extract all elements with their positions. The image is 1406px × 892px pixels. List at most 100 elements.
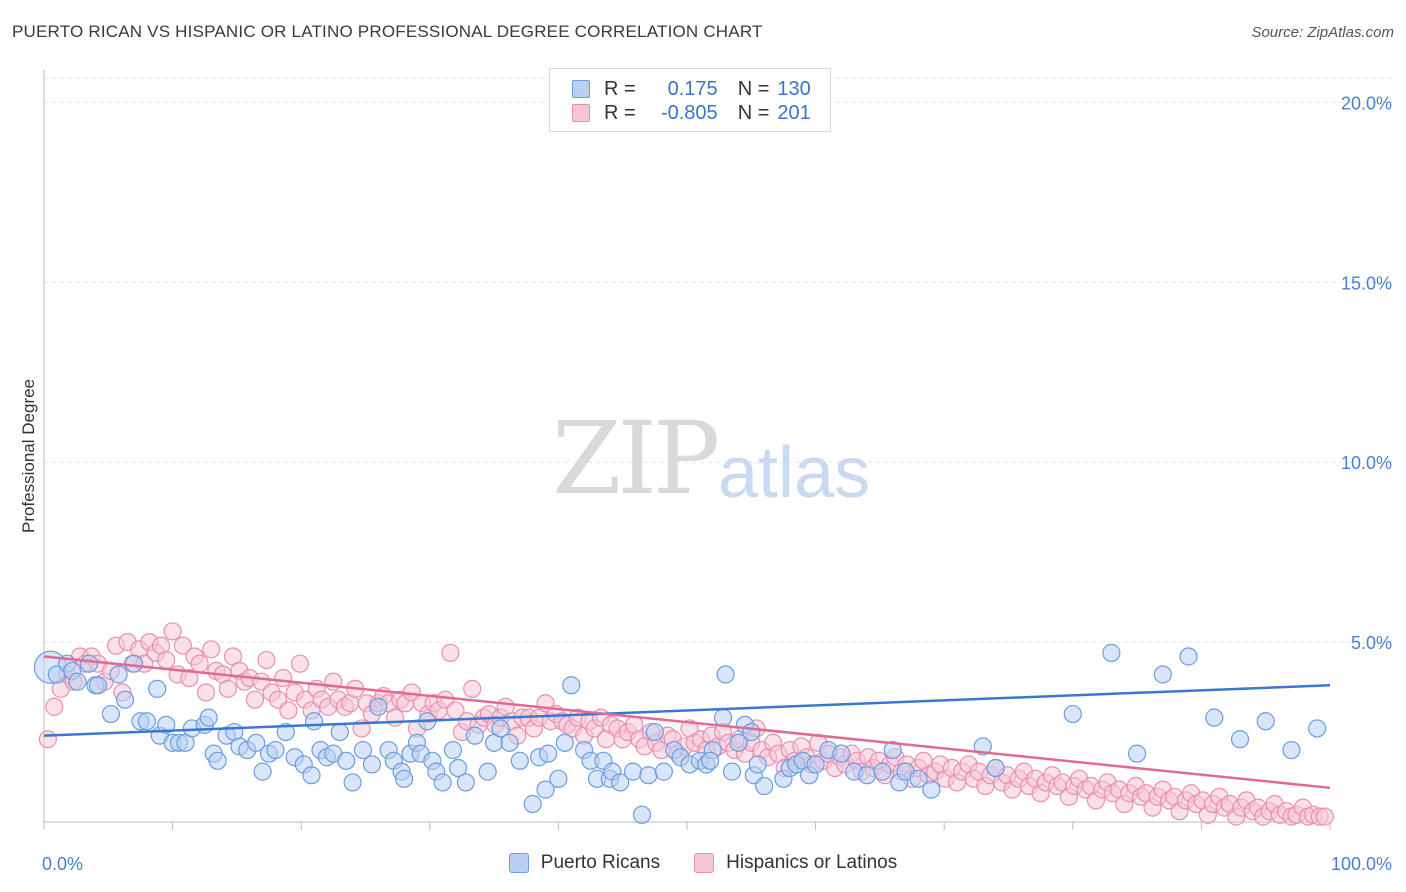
legend-item-hispanics: Hispanics or Latinos (694, 852, 897, 874)
data-point (645, 722, 664, 742)
data-point (1153, 665, 1172, 684)
data-point (465, 726, 484, 745)
data-point (510, 751, 529, 770)
data-point (463, 679, 482, 698)
data-point (362, 755, 382, 774)
chart-title: PUERTO RICAN VS HISPANIC OR LATINO PROFE… (12, 22, 763, 41)
data-point (109, 665, 128, 684)
data-point (536, 780, 555, 799)
data-point (196, 683, 216, 702)
data-point (79, 654, 99, 673)
y-tick-label: 20.0% (1341, 93, 1392, 113)
data-point (247, 733, 266, 752)
data-point (832, 744, 851, 763)
data-point (922, 780, 941, 799)
data-point (353, 740, 373, 760)
data-point (562, 676, 581, 695)
data-point (157, 715, 176, 734)
y-tick-label: 15.0% (1341, 273, 1392, 293)
stats-legend: R = 0.175 N = 130 R = -0.805 N = 201 (549, 68, 831, 132)
legend-item-puerto-ricans: Puerto Ricans (508, 852, 661, 874)
source-label: Source: ZipAtlas.com (1251, 24, 1394, 41)
legend-r-value: 0.175 (667, 77, 718, 100)
data-point (163, 622, 182, 641)
data-point (1315, 807, 1334, 826)
data-point (290, 654, 310, 673)
trend-line-puerto-ricans (43, 684, 1331, 737)
data-point (654, 762, 673, 781)
legend-n-label: N = (737, 101, 770, 124)
data-point (302, 766, 321, 785)
data-point (1230, 730, 1250, 749)
data-point (986, 758, 1005, 778)
data-point (448, 758, 468, 778)
data-point (394, 769, 414, 788)
data-point (199, 708, 218, 727)
data-point (124, 654, 144, 673)
legend-n-label: N = (737, 77, 770, 100)
data-point (88, 676, 108, 695)
data-point (68, 672, 87, 691)
legend-swatch-pink (694, 853, 715, 873)
data-point (1063, 704, 1082, 724)
legend-r-value: -0.805 (660, 101, 718, 124)
series-puerto-ricans-points (33, 643, 1327, 824)
data-point (443, 740, 463, 760)
data-point (385, 708, 405, 727)
legend-r-label: R = (604, 77, 636, 100)
data-point (433, 773, 452, 792)
data-point (330, 722, 349, 742)
data-point (441, 643, 460, 662)
tick-labels: 5.0% 10.0% 15.0% 20.0% 0.0% 100.0% (42, 93, 1392, 874)
data-point (716, 665, 735, 684)
data-point (343, 773, 362, 792)
data-point (202, 640, 221, 659)
watermark-zip: ZIP (552, 400, 720, 517)
data-point (1282, 740, 1301, 760)
data-point (722, 762, 742, 781)
data-point (148, 679, 167, 698)
data-point (1256, 712, 1275, 731)
data-point (1205, 708, 1224, 727)
data-point (478, 762, 497, 781)
data-point (337, 751, 356, 770)
data-point (873, 762, 892, 781)
data-point (304, 712, 324, 731)
y-tick-label: 10.0% (1341, 453, 1392, 473)
data-point (883, 740, 902, 760)
data-point (157, 650, 176, 670)
data-point (555, 733, 574, 752)
data-point (539, 744, 558, 763)
data-point (909, 769, 928, 788)
trend-line-hispanics (43, 655, 1331, 790)
data-point (742, 722, 761, 742)
data-point (274, 668, 293, 688)
data-point (276, 722, 295, 742)
data-point (101, 704, 120, 724)
data-point (491, 719, 510, 738)
data-point (857, 766, 877, 785)
data-point (549, 769, 568, 788)
data-point (253, 762, 272, 781)
legend-row-puerto-ricans: R = 0.175 N = 130 (572, 77, 811, 101)
legend-r-label: R = (604, 101, 636, 124)
data-point (266, 740, 285, 760)
data-point (806, 755, 825, 774)
y-tick-label: 5.0% (1351, 633, 1392, 653)
data-point (369, 697, 388, 716)
legend-label: Hispanics or Latinos (726, 852, 898, 873)
data-point (611, 773, 630, 792)
axes (43, 70, 1331, 830)
series-legend: Puerto Ricans Hispanics or Latinos (0, 852, 1406, 874)
x-tick-label: 100.0% (1331, 854, 1392, 874)
legend-label: Puerto Ricans (540, 852, 661, 873)
data-point (523, 794, 542, 814)
data-point (257, 650, 276, 670)
data-point (279, 701, 298, 720)
legend-n-value: 201 (777, 101, 811, 124)
data-point (245, 690, 265, 709)
data-point (173, 636, 192, 655)
grid-lines (44, 77, 1394, 643)
data-point (1179, 647, 1198, 666)
x-tick-label: 0.0% (42, 854, 83, 874)
